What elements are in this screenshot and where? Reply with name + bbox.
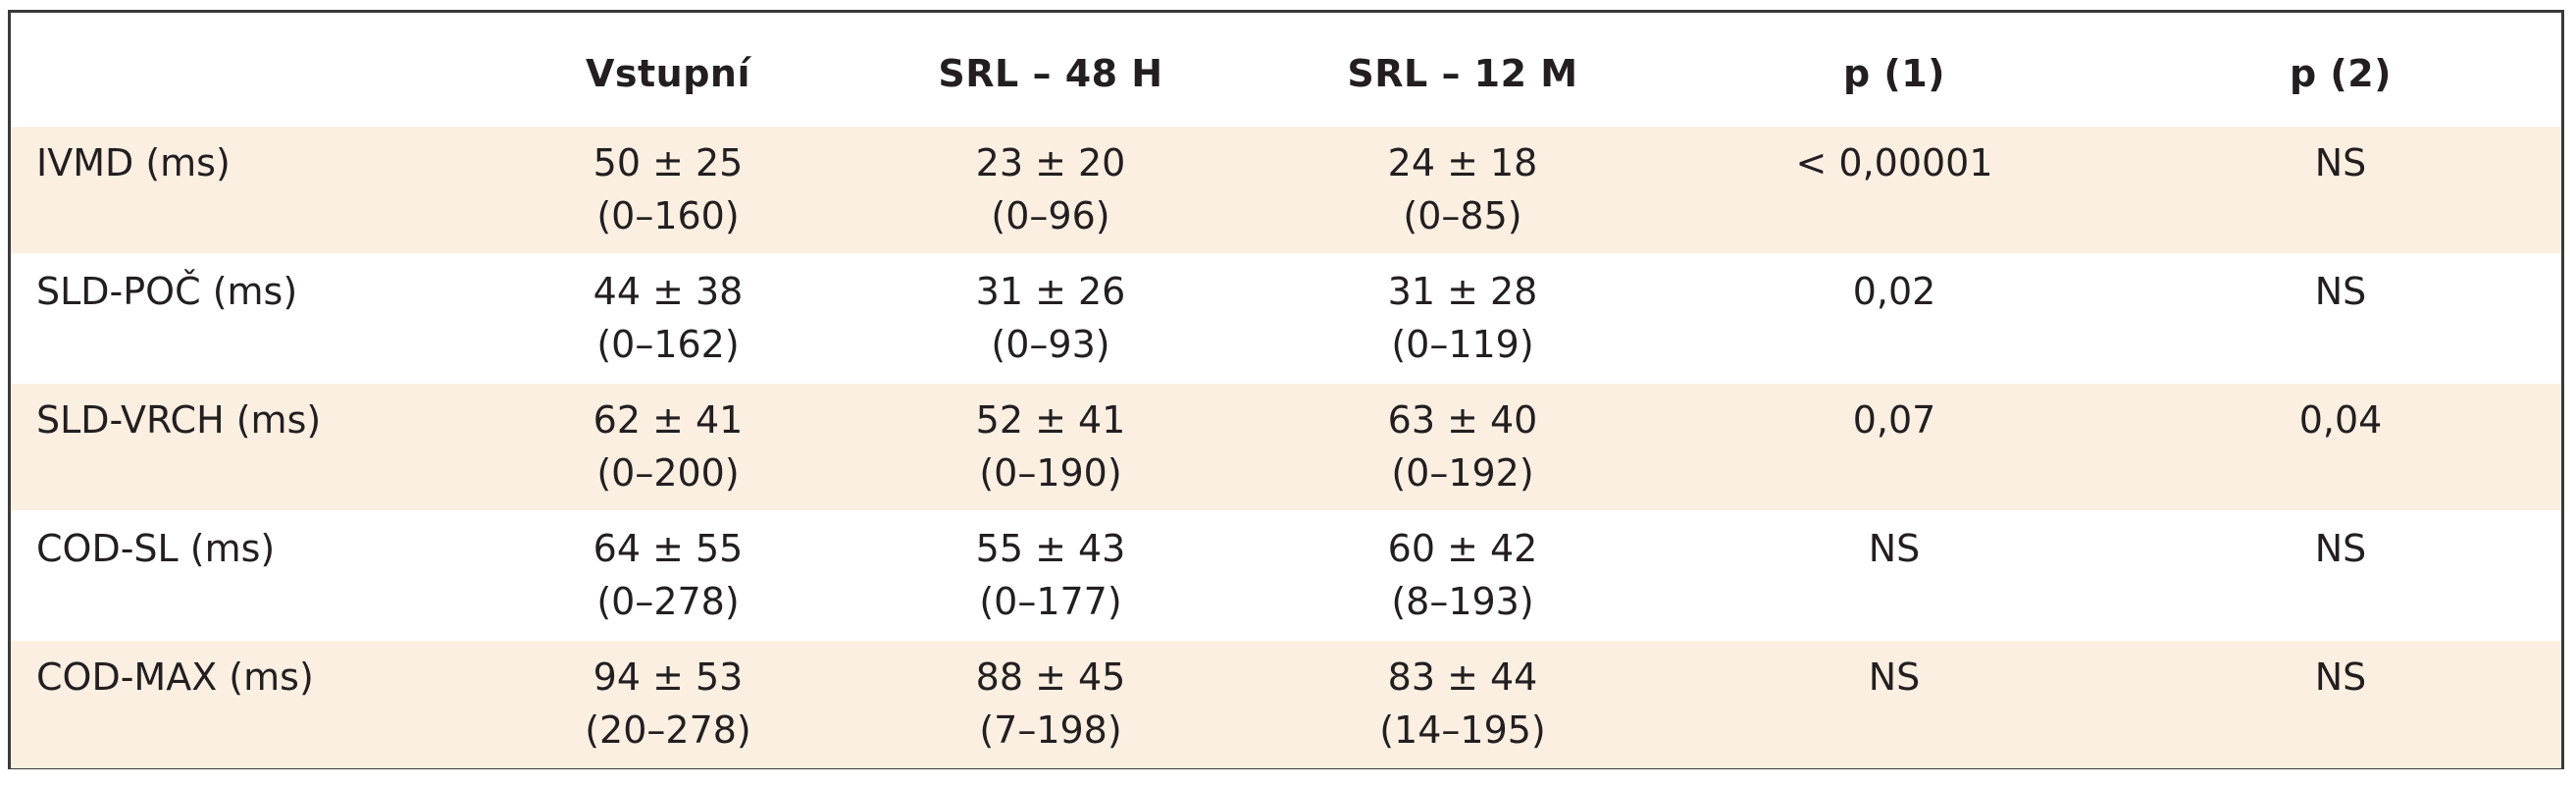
- row-label: COD-MAX (ms): [11, 639, 491, 768]
- row-label: SLD-POČ (ms): [11, 253, 491, 383]
- cell-range: (14–195): [1379, 708, 1546, 752]
- cell-p1: NS: [1669, 510, 2120, 640]
- cell-range: (0–177): [979, 580, 1122, 623]
- cell-srl-48h: 88 ± 45 (7–198): [845, 639, 1257, 768]
- header-p1: p (1): [1842, 52, 1946, 95]
- cell-range: (0–200): [596, 451, 740, 495]
- cell-range: (0–85): [1403, 194, 1522, 237]
- cell-p1: < 0,00001: [1669, 125, 2120, 254]
- cell-vstupni: 64 ± 55 (0–278): [491, 510, 845, 640]
- cell-mean: 88 ± 45: [975, 655, 1126, 699]
- cell-vstupni: 94 ± 53 (20–278): [491, 639, 845, 768]
- cell-range: (20–278): [585, 708, 751, 752]
- cell-mean: 55 ± 43: [975, 527, 1126, 570]
- row-label: COD-SL (ms): [11, 510, 491, 640]
- cell-mean: 52 ± 41: [975, 398, 1126, 442]
- cell-p2: NS: [2120, 510, 2561, 640]
- cell-p2: 0,04: [2120, 382, 2561, 511]
- cell-mean: 83 ± 44: [1387, 655, 1538, 699]
- table-row: COD-MAX (ms) 94 ± 53 (20–278) 88 ± 45 (7…: [11, 639, 2561, 768]
- cell-p2: NS: [2120, 639, 2561, 768]
- cell-p1: NS: [1669, 639, 2120, 768]
- row-label: SLD-VRCH (ms): [11, 382, 491, 511]
- row-label: IVMD (ms): [11, 125, 491, 254]
- cell-mean: 24 ± 18: [1387, 141, 1538, 184]
- header-empty: [11, 13, 491, 126]
- cell-mean: 23 ± 20: [975, 141, 1126, 184]
- table-row: COD-SL (ms) 64 ± 55 (0–278) 55 ± 43 (0–1…: [11, 510, 2561, 640]
- cell-srl-12m: 63 ± 40 (0–192): [1257, 382, 1669, 511]
- table-row: IVMD (ms) 50 ± 25 (0–160) 23 ± 20 (0–96)…: [11, 125, 2561, 254]
- cell-srl-12m: 31 ± 28 (0–119): [1257, 253, 1669, 383]
- cell-vstupni: 50 ± 25 (0–160): [491, 125, 845, 254]
- cell-range: (0–190): [979, 451, 1122, 495]
- table-frame: Vstupní SRL – 48 H SRL – 12 M p (1) p (2…: [8, 10, 2564, 769]
- header-srl-12m: SRL – 12 M: [1347, 52, 1578, 95]
- cell-mean: 44 ± 38: [592, 270, 744, 313]
- cell-range: (0–119): [1391, 323, 1534, 366]
- cell-range: (0–96): [991, 194, 1110, 237]
- cell-srl-12m: 60 ± 42 (8–193): [1257, 510, 1669, 640]
- cell-mean: 64 ± 55: [592, 527, 744, 570]
- cell-range: (0–162): [596, 323, 740, 366]
- header-row: Vstupní SRL – 48 H SRL – 12 M p (1) p (2…: [11, 13, 2561, 126]
- cell-mean: 94 ± 53: [592, 655, 744, 699]
- cell-p1: 0,07: [1669, 382, 2120, 511]
- cell-srl-12m: 24 ± 18 (0–85): [1257, 125, 1669, 254]
- cell-range: (8–193): [1391, 580, 1534, 623]
- cell-mean: 31 ± 28: [1387, 270, 1538, 313]
- cell-range: (0–93): [991, 323, 1110, 366]
- cell-vstupni: 62 ± 41 (0–200): [491, 382, 845, 511]
- cell-range: (0–278): [596, 580, 740, 623]
- header-p2: p (2): [2289, 52, 2393, 95]
- cell-srl-48h: 55 ± 43 (0–177): [845, 510, 1257, 640]
- cell-range: (0–192): [1391, 451, 1534, 495]
- cell-vstupni: 44 ± 38 (0–162): [491, 253, 845, 383]
- cell-range: (7–198): [979, 708, 1122, 752]
- data-table: Vstupní SRL – 48 H SRL – 12 M p (1) p (2…: [11, 13, 2561, 768]
- cell-mean: 60 ± 42: [1387, 527, 1538, 570]
- cell-srl-12m: 83 ± 44 (14–195): [1257, 639, 1669, 768]
- cell-mean: 50 ± 25: [592, 141, 744, 184]
- cell-p2: NS: [2120, 125, 2561, 254]
- table-row: SLD-VRCH (ms) 62 ± 41 (0–200) 52 ± 41 (0…: [11, 382, 2561, 511]
- cell-p2: NS: [2120, 253, 2561, 383]
- cell-srl-48h: 31 ± 26 (0–93): [845, 253, 1257, 383]
- cell-range: (0–160): [596, 194, 740, 237]
- cell-srl-48h: 52 ± 41 (0–190): [845, 382, 1257, 511]
- cell-mean: 31 ± 26: [975, 270, 1126, 313]
- cell-srl-48h: 23 ± 20 (0–96): [845, 125, 1257, 254]
- cell-p1: 0,02: [1669, 253, 2120, 383]
- table-row: SLD-POČ (ms) 44 ± 38 (0–162) 31 ± 26 (0–…: [11, 253, 2561, 383]
- cell-mean: 63 ± 40: [1387, 398, 1538, 442]
- header-srl-48h: SRL – 48 H: [938, 52, 1163, 95]
- header-vstupni: Vstupní: [585, 52, 751, 95]
- cell-mean: 62 ± 41: [592, 398, 744, 442]
